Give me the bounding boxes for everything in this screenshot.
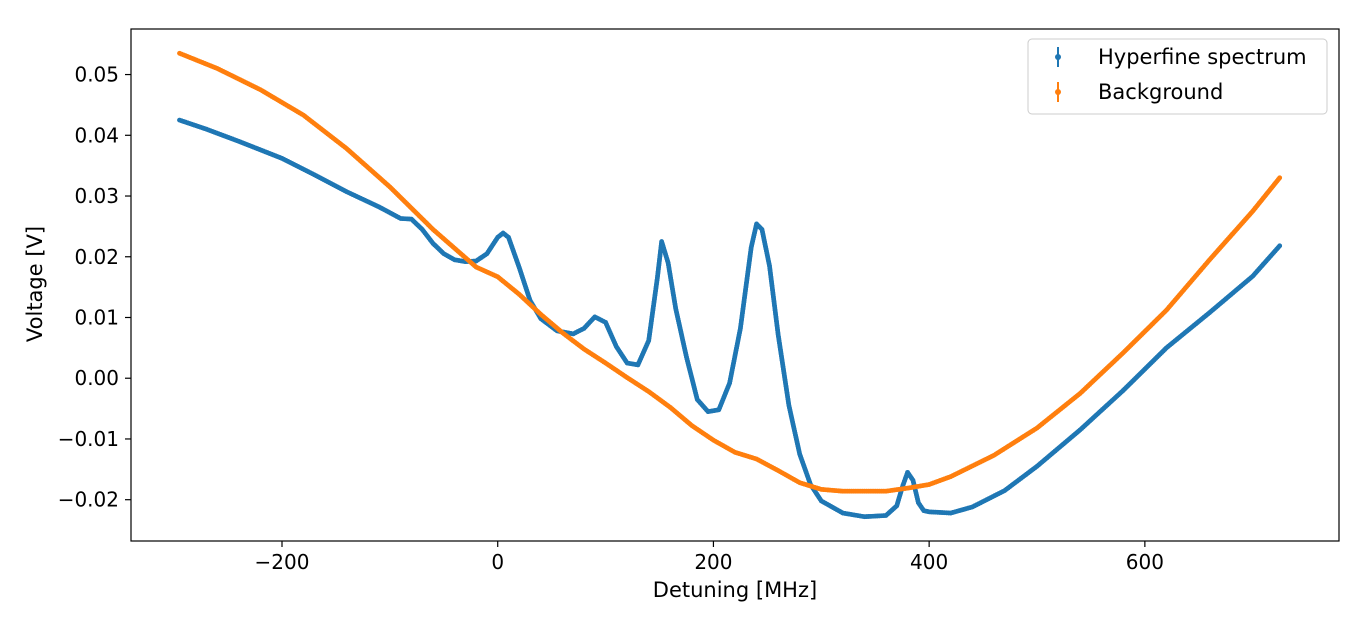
y-tick-label: 0.04 [74, 123, 119, 147]
legend-marker [1055, 54, 1061, 60]
data-point [1277, 175, 1283, 181]
y-tick-label: 0.02 [74, 245, 119, 269]
y-tick-label: 0.01 [74, 305, 119, 329]
legend-marker [1055, 89, 1061, 95]
plot-frame [130, 28, 1340, 542]
legend-label: Background [1098, 80, 1223, 104]
y-tick-label: −0.01 [58, 427, 119, 451]
data-point [1277, 243, 1283, 249]
x-tick-label: 200 [694, 550, 732, 574]
legend-item: Hyperfine spectrum [1055, 45, 1307, 69]
y-tick-label: 0.00 [74, 366, 119, 390]
x-tick-label: −200 [255, 550, 310, 574]
x-tick-label: 0 [491, 550, 504, 574]
axes-layer: −200 0 200 400 600 −0.02 −0.01 0.00 0.01 0.02 0.03… [58, 28, 1340, 574]
legend-label: Hyperfine spectrum [1098, 45, 1307, 69]
y-axis-label: Voltage [V] [23, 226, 47, 342]
x-tick-label: 600 [1126, 550, 1164, 574]
y-tick-label: 0.03 [74, 184, 119, 208]
legend-box [1027, 38, 1328, 115]
legend-item: Background [1055, 80, 1223, 104]
series-2 [177, 50, 1283, 494]
series-layer [177, 50, 1283, 520]
y-tick-label: 0.05 [74, 63, 119, 87]
x-axis-label: Detuning [MHz] [653, 578, 817, 602]
y-tick-label: −0.02 [58, 488, 119, 512]
legend: Hyperfine spectrum Background [1027, 38, 1328, 115]
x-tick-label: 400 [910, 550, 948, 574]
